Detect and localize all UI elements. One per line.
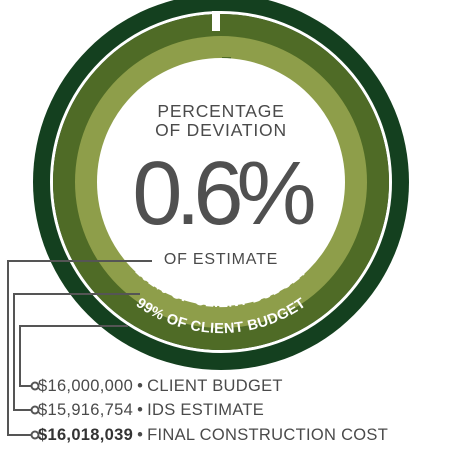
center-disc [97,58,345,306]
leader-line-ids-estimate [13,293,140,411]
leader-line-final-cost [19,325,128,387]
legend-label: CLIENT BUDGET [147,377,283,395]
leader-dot-ids-estimate [30,405,40,415]
legend-label: IDS ESTIMATE [147,401,265,419]
leader-lines [7,260,152,436]
headline-top: PERCENTAGE [157,101,284,121]
legend-label: FINAL CONSTRUCTION COST [147,426,389,444]
legend-final-construction-cost: $16,018,039 • FINAL CONSTRUCTION COST [38,425,388,445]
legend-separator: • [137,401,144,419]
legend-amount: $16,000,000 [38,377,134,395]
legend-amount: $16,018,039 [38,426,134,444]
subtitle: OF ESTIMATE [164,251,278,268]
headline-bottom: OF DEVIATION [155,120,287,140]
leader-dot-client-budget [30,381,40,391]
legend-separator: • [137,377,144,395]
legend-client-budget: $16,000,000 • CLIENT BUDGET [38,376,283,396]
leader-endpoints [30,381,40,440]
deviation-value: 0.6% [132,144,313,244]
leader-dot-final-cost [30,430,40,440]
legend-amount: $15,916,754 [38,401,134,419]
ring-gap-tick [212,11,220,31]
leader-line-client-budget [7,260,152,436]
ring-separator-outer [50,11,392,353]
legend-separator: • [137,426,144,444]
legend-ids-estimate: $15,916,754 • IDS ESTIMATE [38,400,264,420]
